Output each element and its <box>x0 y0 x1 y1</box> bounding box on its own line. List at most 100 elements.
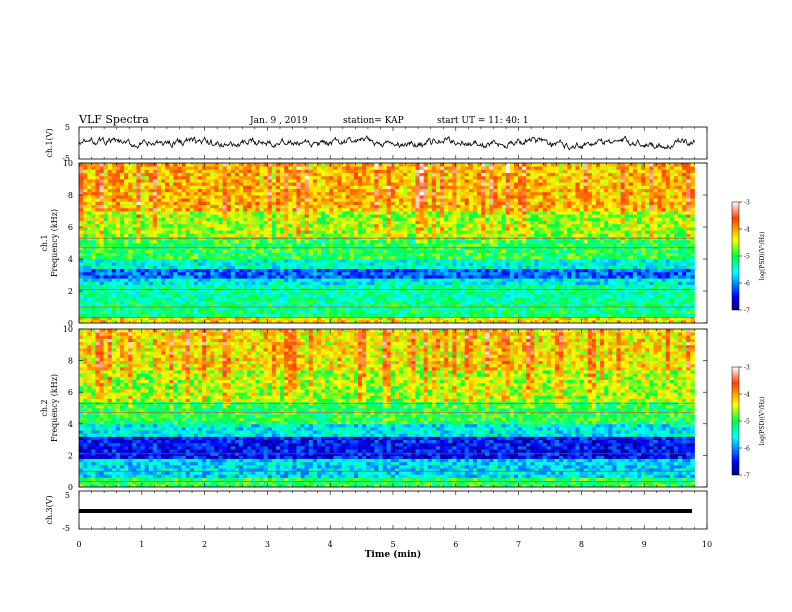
spectrogram-cell <box>148 310 154 314</box>
spectrogram-cell <box>325 211 330 215</box>
spectrogram-cell <box>152 179 158 183</box>
spectrogram-cell <box>472 201 478 205</box>
spectrogram-cell <box>337 262 342 266</box>
spectrogram-cell <box>275 239 281 244</box>
spectrogram-cell <box>460 281 466 285</box>
spectrogram-cell <box>206 291 211 295</box>
spectrogram-cell <box>247 259 252 263</box>
spectrogram-cell <box>161 243 166 247</box>
spectrogram-cell <box>415 262 420 266</box>
spectrogram-cell <box>378 294 384 298</box>
spectrogram-cell <box>214 284 219 289</box>
spectrogram-cell <box>403 281 408 285</box>
spectrogram-cell <box>407 179 412 183</box>
spectrogram-cell <box>476 220 482 225</box>
spectrogram-cell <box>169 185 174 189</box>
spectrogram-cell <box>407 262 412 266</box>
spectrogram-cell <box>312 172 318 177</box>
spectrogram-cell <box>87 211 92 215</box>
spectrogram-cell <box>115 281 121 285</box>
spectrogram-cell <box>341 214 347 218</box>
spectrogram-cell <box>440 291 445 295</box>
spectrogram-cell <box>99 201 105 205</box>
spectrogram-cell <box>124 265 129 269</box>
spectrogram-cell <box>136 281 141 285</box>
spectrogram-cell <box>292 207 297 212</box>
spectrogram-cell <box>349 166 355 170</box>
spectrogram-cell <box>156 249 162 253</box>
spectrogram-cell <box>132 259 137 263</box>
spectrogram-cell <box>333 291 338 295</box>
spectrogram-cell <box>99 271 105 276</box>
spectrogram-cell <box>304 300 310 305</box>
spectrogram-cell <box>230 255 236 260</box>
spectrogram-cell <box>193 223 199 228</box>
spectrogram-cell <box>444 297 449 301</box>
spectrogram-cell <box>435 271 441 276</box>
spectrogram-cell <box>152 214 158 218</box>
spectrogram-cell <box>107 195 113 199</box>
spectrogram-cell <box>128 281 133 285</box>
spectrogram-cell <box>103 255 109 260</box>
spectrogram-cell <box>472 191 478 196</box>
spectrogram-cell <box>292 291 297 295</box>
spectrogram-cell <box>111 166 117 170</box>
spectrogram-cell <box>259 252 265 257</box>
spectrogram-cell <box>87 294 92 298</box>
spectrogram-cell <box>181 294 187 298</box>
spectrogram-cell <box>124 243 129 247</box>
spectrogram-cell <box>226 252 232 257</box>
spectrogram-cell <box>185 284 191 289</box>
spectrogram-cell <box>333 307 338 311</box>
spectrogram-cell <box>325 185 330 189</box>
spectrogram-cell <box>300 297 306 301</box>
spectrogram-cell <box>230 313 236 317</box>
spectrogram-cell <box>357 265 363 269</box>
spectrogram-cell <box>247 271 252 276</box>
spectrogram-cell <box>185 243 191 247</box>
spectrogram-cell <box>185 182 191 186</box>
spectrogram-cell <box>251 188 256 193</box>
spectrogram-cell <box>456 214 461 218</box>
spectrogram-cell <box>386 198 392 202</box>
spectrogram-cell <box>173 227 178 231</box>
spectrogram-cell <box>230 271 236 276</box>
spectrogram-cell <box>280 220 285 225</box>
spectrogram-cell <box>161 220 166 225</box>
spectrogram-cell <box>452 278 457 282</box>
spectrogram-cell <box>362 169 367 173</box>
spectrogram-cell <box>435 227 441 231</box>
spectrogram-cell <box>239 275 244 279</box>
spectrogram-cell <box>366 220 371 225</box>
spectrogram-cell <box>325 268 330 273</box>
spectrogram-cell <box>144 172 150 177</box>
spectrogram-cell <box>452 191 457 196</box>
spectrogram-cell <box>124 262 129 266</box>
spectrogram-cell <box>128 163 133 167</box>
spectrogram-cell <box>111 188 117 193</box>
spectrogram-cell <box>214 300 219 305</box>
spectrogram-cell <box>419 217 425 221</box>
spectrogram-cell <box>185 255 191 260</box>
spectrogram-cell <box>452 230 457 234</box>
spectrogram-cell <box>353 278 359 282</box>
spectrogram-cell <box>386 220 392 225</box>
spectrogram-cell <box>177 265 182 269</box>
spectrogram-cell <box>407 265 412 269</box>
spectrogram-cell <box>197 252 203 257</box>
spectrogram-cell <box>263 310 269 314</box>
spectrogram-cell <box>255 252 260 257</box>
spectrogram-cell <box>255 172 260 177</box>
spectrogram-cell <box>435 163 441 167</box>
spectrogram-cell <box>148 255 154 260</box>
spectrogram-cell <box>169 252 174 257</box>
spectrogram-cell <box>444 313 449 317</box>
spectrogram-cell <box>259 249 265 253</box>
spectrogram-cell <box>378 278 384 282</box>
spectrogram-cell <box>222 275 228 279</box>
spectrogram-cell <box>247 198 252 202</box>
spectrogram-cell <box>321 300 326 305</box>
spectrogram-cell <box>255 249 260 253</box>
spectrogram-cell <box>378 233 384 237</box>
spectrogram-cell <box>263 316 269 321</box>
